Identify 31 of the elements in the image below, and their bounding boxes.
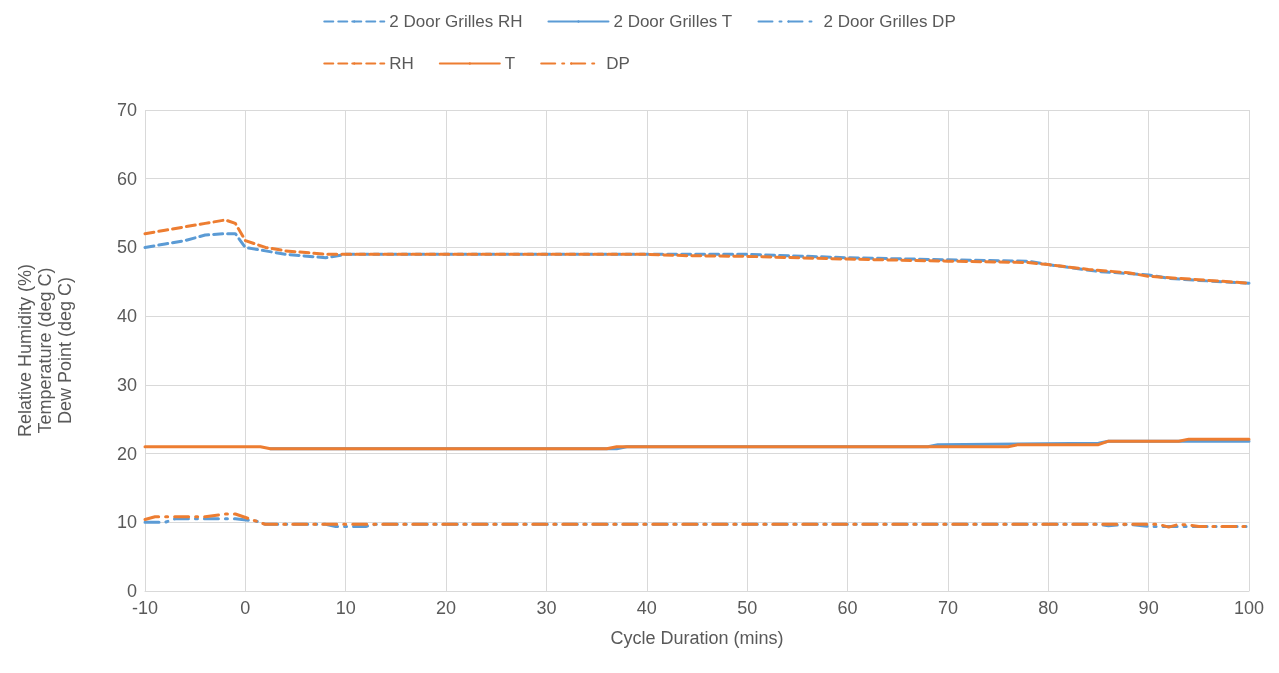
x-tick-label: 0 [240,598,251,618]
x-tick-label: -10 [131,598,159,618]
y-axis-title: Relative Humidity (%) Temperature (deg C) Dew Point (deg C) [15,263,75,438]
x-tick-label: 50 [737,598,758,618]
y-tick-label: 70 [116,100,137,120]
legend-label: 2 Door Grilles DP [823,12,956,31]
line-series [143,517,1251,528]
legend-label: 2 Door Grilles T [613,12,733,31]
x-tick-label: 90 [1138,598,1159,618]
y-tick-label: 0 [126,581,137,601]
x-tick-label: 100 [1233,598,1265,618]
line-series [143,437,1251,451]
line-series [143,232,1251,285]
x-tick-label: 10 [335,598,356,618]
y-tick-label: 50 [116,237,137,258]
x-tick-label: 60 [837,598,858,618]
x-tick-label: 80 [1038,598,1059,618]
x-tick-label: 40 [636,598,657,618]
legend-label: T [504,54,516,73]
y-tick-label: 30 [116,374,137,395]
x-tick-label: 20 [436,598,457,618]
y-tick-label: 40 [116,306,137,327]
x-tick-label: 70 [937,598,958,618]
y-tick-label: 20 [116,443,137,464]
y-tick-label: 10 [116,512,137,533]
y-tick-label: 60 [116,168,137,189]
x-axis-title: Cycle Duration (mins) [610,628,784,648]
legend-label: 2 Door Grilles RH [389,12,523,31]
legend-label: DP [606,54,630,73]
x-tick-label: 30 [536,598,557,618]
legend-label: RH [389,54,414,73]
